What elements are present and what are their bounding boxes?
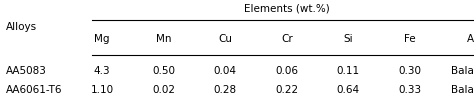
Text: Fe: Fe <box>404 34 416 44</box>
Text: 1.10: 1.10 <box>91 85 113 95</box>
Text: Alloys: Alloys <box>6 22 37 32</box>
Text: 0.28: 0.28 <box>214 85 237 95</box>
Text: 0.64: 0.64 <box>337 85 360 95</box>
Text: Balance: Balance <box>451 85 474 95</box>
Text: Elements (wt.%): Elements (wt.%) <box>244 4 329 14</box>
Text: 0.11: 0.11 <box>337 66 360 76</box>
Text: Al: Al <box>466 34 474 44</box>
Text: AA6061-T6: AA6061-T6 <box>6 85 62 95</box>
Text: 0.22: 0.22 <box>275 85 298 95</box>
Text: 4.3: 4.3 <box>93 66 110 76</box>
Text: 0.50: 0.50 <box>152 66 175 76</box>
Text: Si: Si <box>344 34 353 44</box>
Text: 0.02: 0.02 <box>152 85 175 95</box>
Text: 0.06: 0.06 <box>275 66 298 76</box>
Text: Balance: Balance <box>451 66 474 76</box>
Text: AA5083: AA5083 <box>6 66 46 76</box>
Text: Cr: Cr <box>281 34 292 44</box>
Text: Mn: Mn <box>156 34 171 44</box>
Text: 0.33: 0.33 <box>399 85 421 95</box>
Text: Cu: Cu <box>218 34 232 44</box>
Text: Mg: Mg <box>94 34 109 44</box>
Text: 0.30: 0.30 <box>399 66 421 76</box>
Text: 0.04: 0.04 <box>214 66 237 76</box>
